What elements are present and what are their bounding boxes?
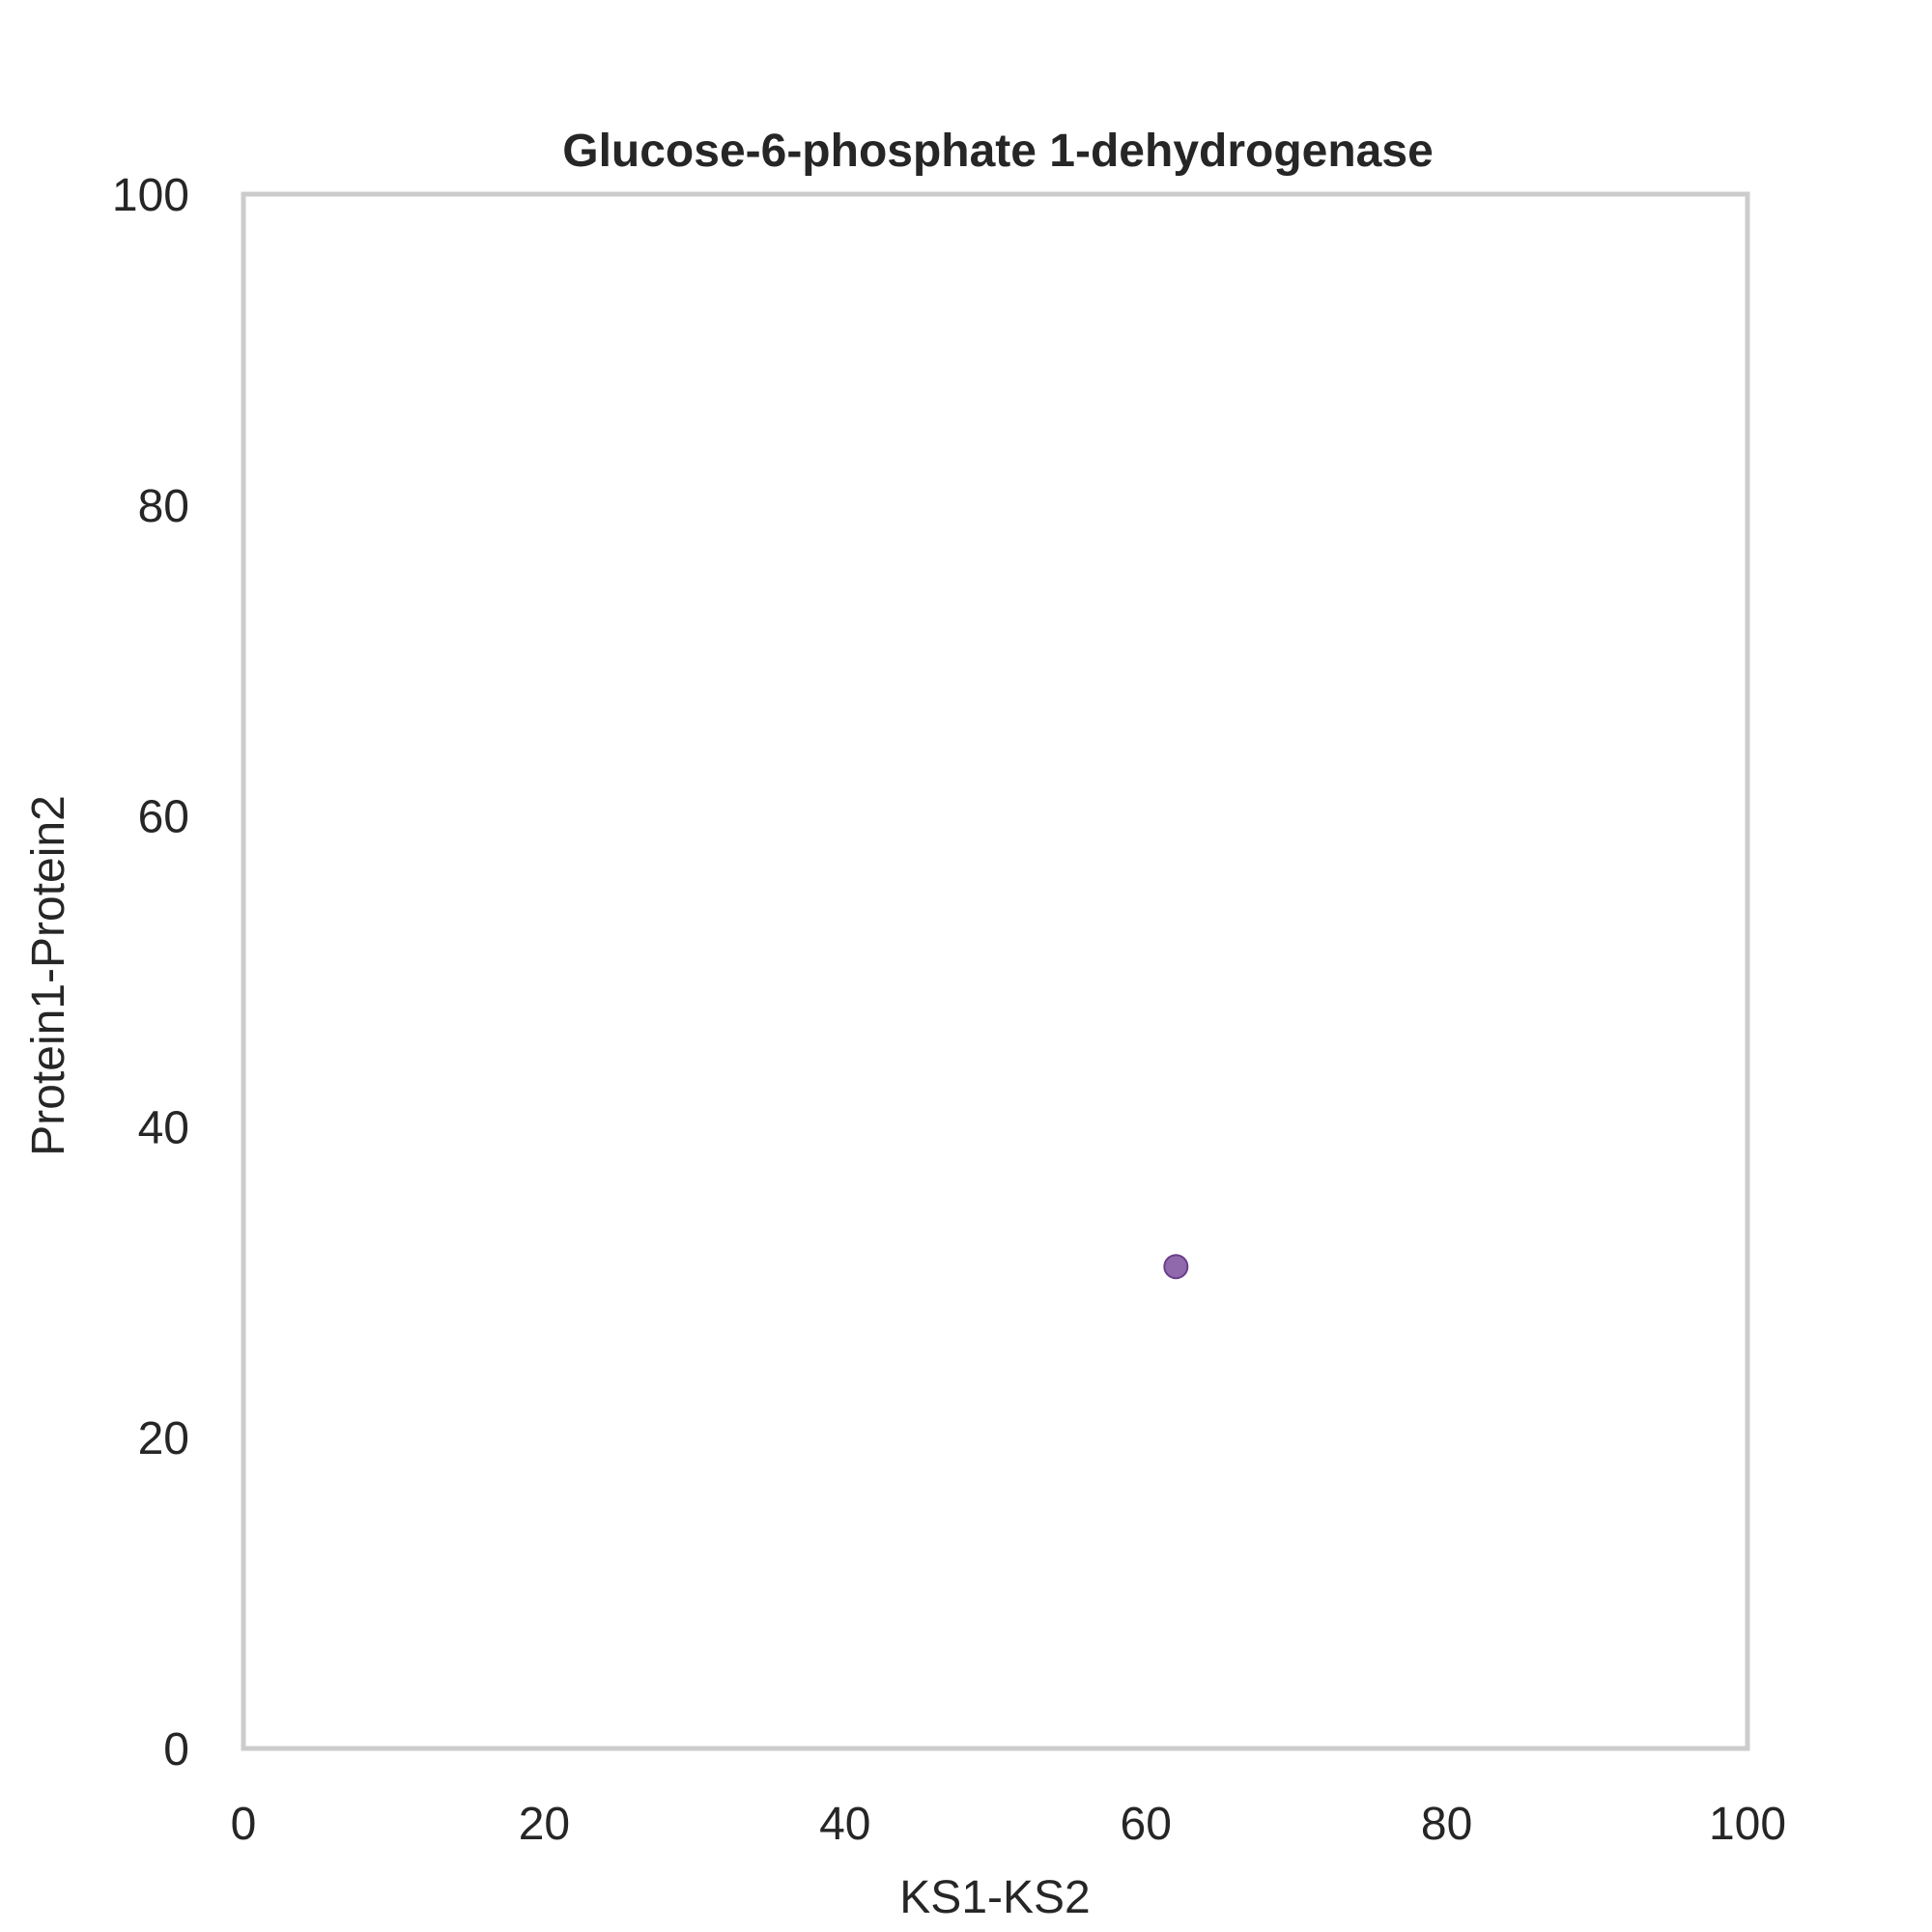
data-points	[1163, 1254, 1189, 1280]
x-tick-label: 100	[1709, 1799, 1786, 1850]
data-point	[1163, 1254, 1189, 1280]
y-tick-label: 0	[163, 1724, 189, 1776]
x-tick-label: 20	[519, 1799, 570, 1850]
y-tick-label: 80	[138, 481, 189, 532]
chart-title: Glucose-6-phosphate 1-dehydrogenase	[562, 126, 1434, 177]
y-tick-label: 100	[112, 170, 189, 221]
y-axis-label: Protein1-Protein2	[23, 795, 74, 1156]
y-tick-label: 40	[138, 1102, 189, 1153]
x-tick-label: 0	[231, 1799, 257, 1850]
x-tick-label: 80	[1421, 1799, 1472, 1850]
x-axis-label: KS1-KS2	[899, 1872, 1090, 1923]
x-tick-label: 40	[819, 1799, 870, 1850]
x-axis-ticks: 0 20 40 60 80 100	[231, 1799, 1786, 1850]
y-tick-label: 20	[138, 1413, 189, 1464]
y-tick-label: 60	[138, 792, 189, 843]
plot-area	[241, 191, 1750, 1751]
x-tick-label: 60	[1121, 1799, 1172, 1850]
y-axis-ticks: 0 20 40 60 80 100	[112, 170, 189, 1776]
